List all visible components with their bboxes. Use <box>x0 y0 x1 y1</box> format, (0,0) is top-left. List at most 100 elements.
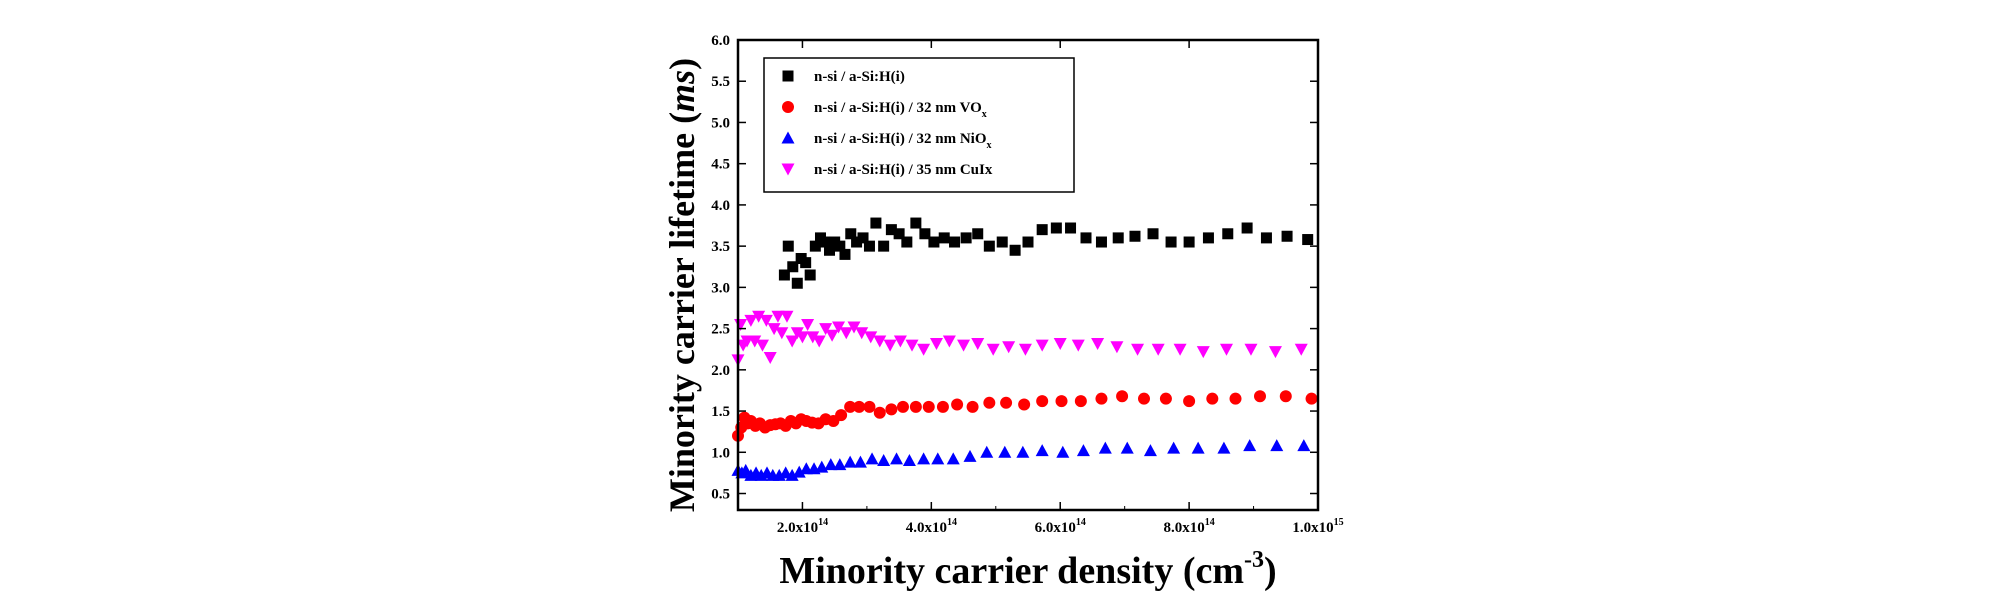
data-point <box>857 232 869 244</box>
y-tick-label: 4.0 <box>711 198 730 214</box>
data-point <box>983 396 996 409</box>
data-point <box>1159 392 1172 405</box>
y-tick-label: 5.5 <box>711 74 730 90</box>
data-point <box>1022 236 1034 248</box>
data-point <box>951 398 964 411</box>
data-point <box>1138 392 1150 405</box>
data-point <box>1302 234 1314 246</box>
data-point <box>785 468 799 481</box>
data-point <box>919 228 931 240</box>
data-point <box>949 236 961 248</box>
data-point <box>890 452 904 465</box>
data-point <box>1050 222 1062 234</box>
data-point <box>778 269 790 281</box>
data-point <box>819 323 833 336</box>
legend-label: n-si / a-Si:H(i) / 32 nm NiOx <box>814 131 992 151</box>
data-point <box>885 224 897 236</box>
data-point <box>843 455 857 468</box>
data-point <box>1036 224 1048 236</box>
data-point <box>1055 395 1068 408</box>
data-point <box>883 339 897 352</box>
legend-label: n-si / a-Si:H(i) <box>814 69 905 85</box>
data-point <box>782 240 794 252</box>
data-point <box>755 339 769 352</box>
data-point <box>1074 395 1087 408</box>
data-point <box>1167 441 1181 454</box>
data-point <box>832 321 846 334</box>
data-point <box>1241 222 1253 234</box>
data-point <box>1016 445 1030 458</box>
legend-marker <box>781 131 795 144</box>
plot-area <box>731 217 1318 481</box>
data-point <box>1183 395 1196 408</box>
legend-label: n-si / a-Si:H(i) / 32 nm VOx <box>814 100 987 120</box>
data-point <box>1268 346 1282 359</box>
data-point <box>878 240 890 252</box>
data-point <box>845 228 857 240</box>
data-point <box>853 455 867 468</box>
data-point <box>1095 236 1107 248</box>
data-point <box>763 351 777 364</box>
data-point <box>998 445 1012 458</box>
data-point <box>983 240 995 252</box>
data-point <box>801 318 815 331</box>
data-point <box>893 228 905 240</box>
data-point <box>1018 398 1031 411</box>
y-tick-label: 0.5 <box>711 487 730 503</box>
data-point <box>1080 232 1092 244</box>
data-point <box>885 403 898 416</box>
data-point <box>938 232 950 244</box>
legend-marker <box>781 163 795 176</box>
data-point <box>787 261 799 273</box>
data-point <box>824 458 838 471</box>
data-point <box>1297 439 1311 452</box>
data-point <box>847 321 861 334</box>
data-point <box>931 452 945 465</box>
data-point <box>873 406 886 419</box>
data-point <box>844 400 857 413</box>
y-tick-label: 6.0 <box>711 33 730 49</box>
data-point <box>1035 339 1049 352</box>
data-point <box>865 452 879 465</box>
data-point <box>752 310 766 323</box>
data-point <box>819 236 831 248</box>
data-point <box>809 240 821 252</box>
series-3 <box>731 439 1311 481</box>
data-point <box>1147 228 1159 240</box>
data-point <box>853 400 866 413</box>
data-point <box>744 314 758 327</box>
data-point <box>759 314 773 327</box>
data-point <box>893 335 907 348</box>
data-point <box>1151 343 1165 356</box>
data-point <box>972 228 984 240</box>
legend-marker <box>782 70 794 82</box>
data-point <box>1270 439 1284 452</box>
data-point <box>839 327 853 340</box>
data-point <box>1243 439 1257 452</box>
data-point <box>909 400 922 413</box>
data-point <box>851 236 863 248</box>
y-tick-label: 1.0 <box>711 445 730 461</box>
data-point <box>824 244 836 256</box>
data-point <box>877 454 891 467</box>
data-point <box>1035 444 1049 457</box>
legend-marker <box>782 101 794 113</box>
data-point <box>748 335 762 348</box>
data-point <box>942 335 956 348</box>
data-point <box>996 236 1008 248</box>
data-point <box>917 343 931 356</box>
data-point <box>1173 343 1187 356</box>
data-point <box>901 236 913 248</box>
legend-label: n-si / a-Si:H(i) / 35 nm CuIx <box>814 162 993 178</box>
data-point <box>1206 392 1219 405</box>
data-point <box>905 339 919 352</box>
data-point <box>917 452 931 465</box>
data-point <box>910 217 922 229</box>
data-point <box>928 236 940 248</box>
plot-frame <box>736 38 1320 512</box>
x-tick-label: 4.0x1014 <box>906 517 957 536</box>
data-point <box>1183 236 1195 248</box>
data-point <box>1294 343 1308 356</box>
data-point <box>795 331 809 344</box>
legend-box <box>763 57 1075 193</box>
